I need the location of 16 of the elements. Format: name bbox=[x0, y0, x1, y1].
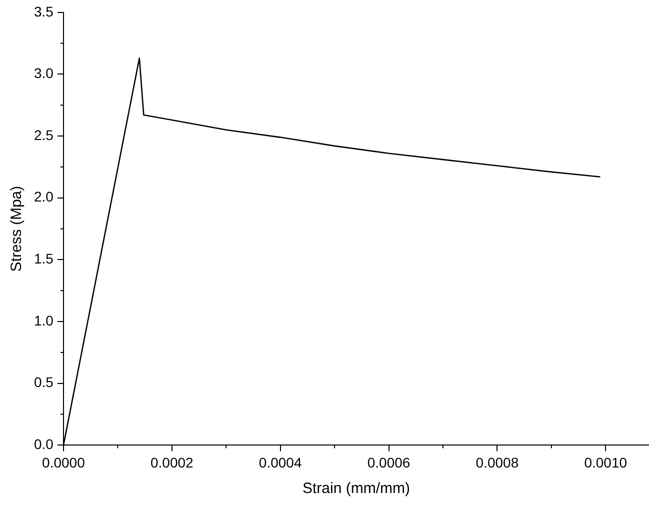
y-tick-label: 3.5 bbox=[34, 3, 54, 20]
y-tick-label: 0.5 bbox=[34, 374, 54, 390]
y-tick-label: 1.0 bbox=[34, 312, 54, 328]
x-tick-label: 0.0002 bbox=[150, 454, 194, 470]
x-tick-label: 0.0010 bbox=[584, 454, 628, 470]
x-tick-label: 0.0008 bbox=[476, 454, 519, 470]
x-tick-label: 0.0006 bbox=[367, 454, 410, 470]
x-axis-title: Strain (mm/mm) bbox=[302, 480, 410, 498]
y-tick-label: 0.0 bbox=[34, 436, 54, 452]
y-tick-label: 2.0 bbox=[34, 188, 54, 205]
y-tick-label: 3.0 bbox=[34, 65, 54, 82]
y-tick-label: 1.5 bbox=[34, 250, 54, 267]
y-tick-label: 2.5 bbox=[34, 126, 54, 143]
y-axis-title: Stress (Mpa) bbox=[8, 186, 26, 272]
x-tick-label: 0.0004 bbox=[258, 454, 302, 470]
x-tick-label: 0.0000 bbox=[42, 454, 86, 470]
